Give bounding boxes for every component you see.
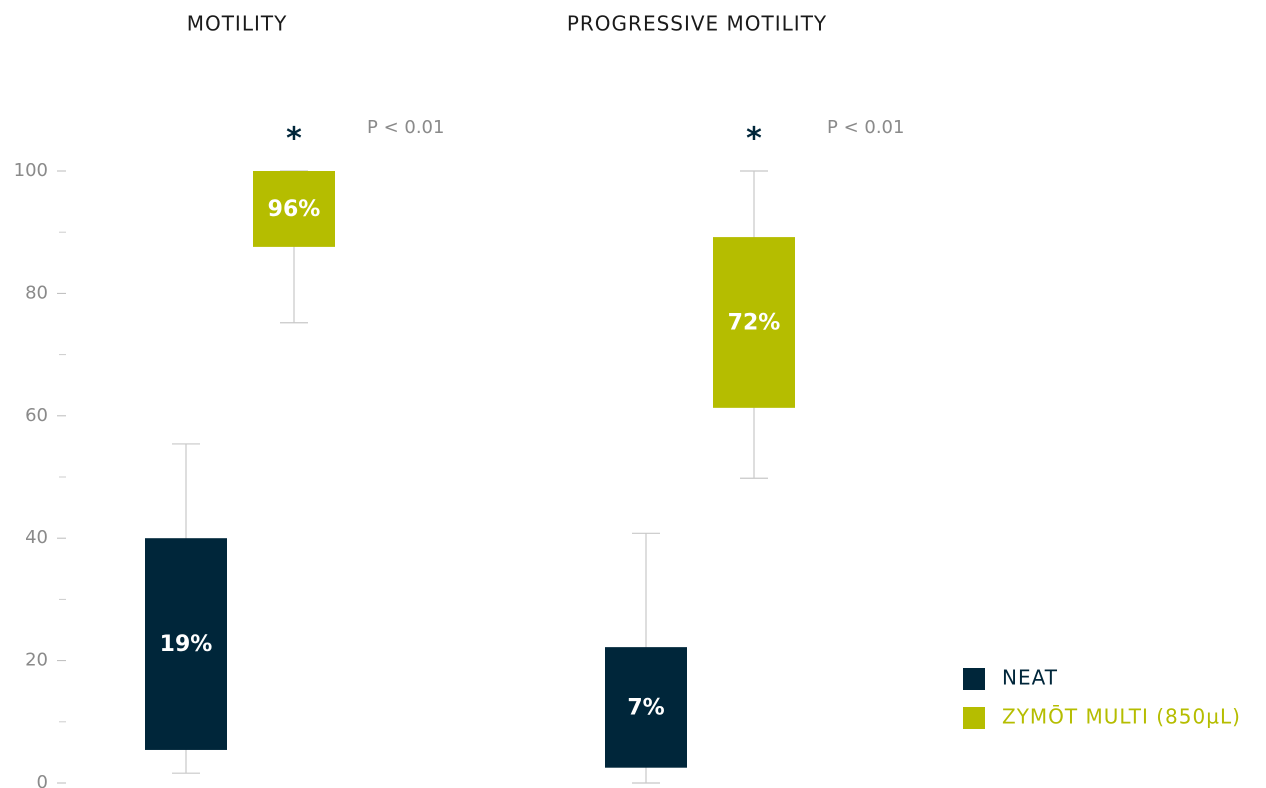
- y-tick-label: 20: [25, 650, 48, 671]
- legend-label: ZYMŌT MULTI (850µL): [1002, 705, 1241, 729]
- box: [713, 237, 795, 408]
- y-tick-label: 40: [25, 527, 48, 548]
- group-title: PROGRESSIVE MOTILITY: [567, 12, 827, 36]
- legend-swatch: [963, 668, 985, 690]
- box: [253, 171, 335, 247]
- box-label: 96%: [268, 197, 321, 222]
- y-tick-label: 60: [25, 405, 48, 426]
- y-tick-label: 100: [14, 160, 48, 181]
- box-label: 19%: [160, 632, 213, 657]
- box-label: 72%: [728, 310, 781, 335]
- box: [145, 538, 227, 750]
- significance: *: [286, 122, 302, 157]
- y-tick-label: 0: [37, 772, 48, 788]
- box-label: 7%: [627, 695, 664, 720]
- group-title: MOTILITY: [187, 12, 288, 36]
- box: [605, 647, 687, 768]
- p-value: P < 0.01: [827, 117, 904, 138]
- legend-label: NEAT: [1002, 666, 1058, 690]
- y-tick-label: 80: [25, 282, 48, 303]
- p-value: P < 0.01: [367, 117, 444, 138]
- significance: *: [746, 122, 762, 157]
- legend-swatch: [963, 707, 985, 729]
